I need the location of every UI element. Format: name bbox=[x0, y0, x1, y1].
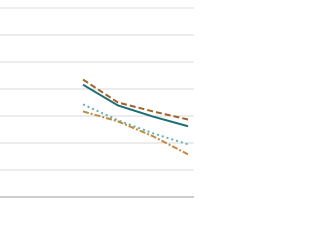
series-line bbox=[82, 110, 189, 156]
series-line bbox=[82, 83, 189, 128]
series-line bbox=[82, 78, 189, 121]
chart bbox=[0, 7, 194, 198]
